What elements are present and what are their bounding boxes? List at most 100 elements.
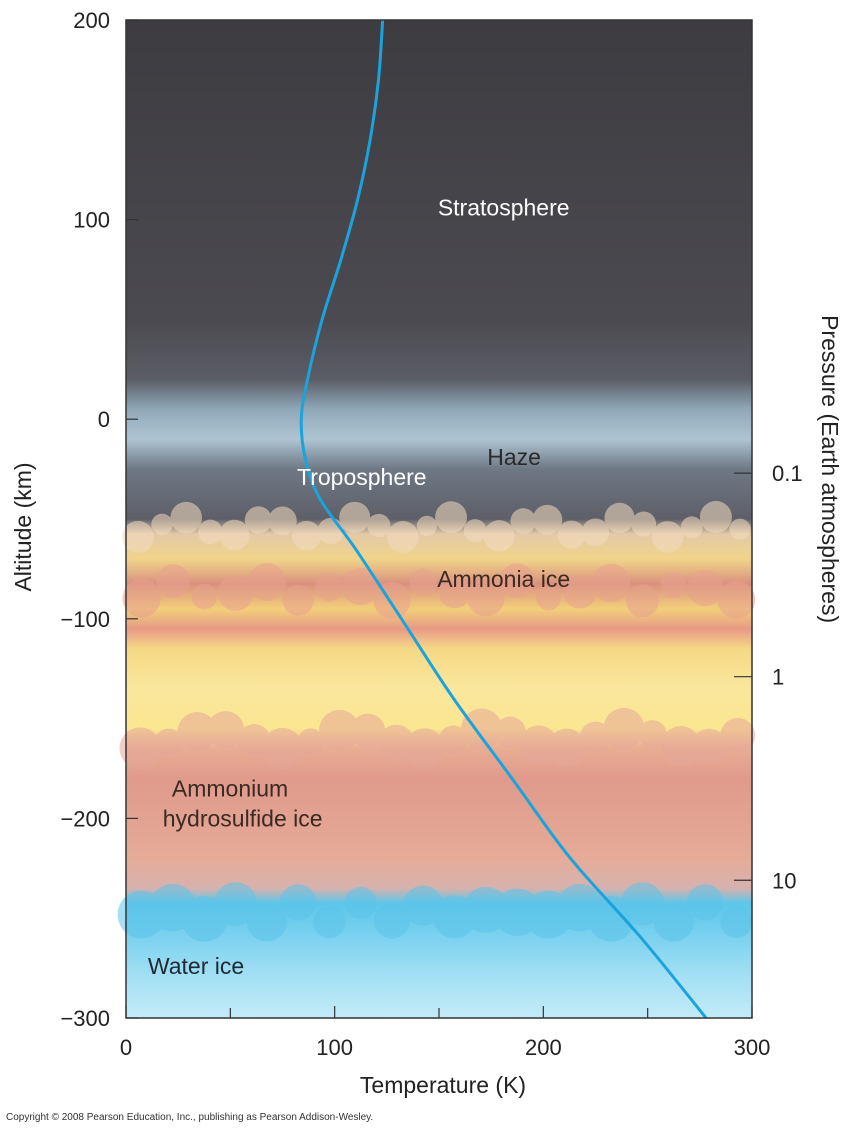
region-label-water-ice: Water ice xyxy=(148,953,244,979)
cloud-puff xyxy=(342,567,380,606)
pressure-tick-label: 10 xyxy=(772,868,796,893)
cloud-puff xyxy=(122,579,161,618)
cloud-puff xyxy=(581,518,610,547)
cloud-puff xyxy=(247,563,286,602)
cloud-puff xyxy=(317,517,344,545)
cloud-puff xyxy=(438,725,468,754)
region-label-ammonium: Ammonium xyxy=(172,775,288,801)
x-tick-label: 100 xyxy=(316,1035,353,1060)
cloud-puff xyxy=(680,516,703,539)
cloud-puff xyxy=(279,884,317,921)
cloud-puff xyxy=(463,519,487,542)
cloud-puff xyxy=(699,501,732,534)
cloud-puff xyxy=(536,585,561,611)
y-axis-title: Altitude (km) xyxy=(10,462,36,591)
cloud-puff xyxy=(170,501,202,534)
cloud-puff xyxy=(386,521,419,553)
cloud-puff xyxy=(729,518,751,540)
cloud-puff xyxy=(651,521,684,553)
y-tick-label: 200 xyxy=(73,8,110,33)
ammonia-cloud-tops xyxy=(122,501,751,553)
cloud-puff xyxy=(217,575,254,611)
cloud-puff xyxy=(638,720,667,749)
temperature-profile-line xyxy=(299,19,708,1019)
cloud-puff xyxy=(156,564,190,598)
cloud-puff xyxy=(373,581,411,619)
cloud-puff xyxy=(660,726,701,767)
cloud-puff xyxy=(653,901,694,942)
y-tick-label: 0 xyxy=(98,407,110,432)
water-cloud-tops xyxy=(117,882,753,942)
cloud-puff xyxy=(686,569,724,607)
cloud-puff xyxy=(373,902,411,939)
cloud-puff xyxy=(720,906,753,939)
region-label-stratosphere: Stratosphere xyxy=(438,195,570,221)
cloud-puff xyxy=(213,882,258,926)
cloud-puff xyxy=(153,728,184,759)
cloud-puff xyxy=(313,906,346,939)
cloud-puff xyxy=(717,580,756,619)
cloud-puff xyxy=(499,563,535,599)
cloud-puff xyxy=(660,572,687,599)
hydrosulfide-cloud-tops xyxy=(119,707,756,770)
cloud-puff xyxy=(519,725,558,764)
x-tick-label: 200 xyxy=(525,1035,562,1060)
pressure-axis-title: Pressure (Earth atmospheres) xyxy=(817,315,843,623)
cloud-puff xyxy=(547,728,587,768)
cloud-puff xyxy=(282,584,314,616)
region-label-ammonia-ice: Ammonia ice xyxy=(437,566,570,592)
y-tick-label: −300 xyxy=(60,1006,110,1031)
cloud-puff xyxy=(404,728,445,769)
cloud-puff xyxy=(246,901,287,942)
cloud-puff xyxy=(319,709,360,751)
y-tick-label: 100 xyxy=(73,208,110,233)
cloud-puff xyxy=(438,576,471,609)
cloud-puff xyxy=(219,519,250,551)
cloud-puff xyxy=(510,508,537,534)
cloud-puff xyxy=(631,511,657,537)
cloud-puff xyxy=(603,707,645,750)
cloud-puff xyxy=(483,520,515,552)
cloud-puff xyxy=(122,520,155,553)
x-axis-title: Temperature (K) xyxy=(360,1072,526,1098)
cloud-puff xyxy=(686,884,724,921)
cloud-puff xyxy=(720,717,756,753)
cloud-puff xyxy=(244,506,273,534)
region-label-hydrosulfide-ice: hydrosulfide ice xyxy=(163,805,323,831)
region-label-haze: Haze xyxy=(487,444,541,470)
cloud-puff xyxy=(261,727,304,770)
x-tick-label: 300 xyxy=(734,1035,771,1060)
cloud-puff xyxy=(620,882,665,926)
cloud-puff xyxy=(466,578,506,617)
cloud-puff xyxy=(367,513,391,538)
cloud-puff xyxy=(532,504,563,535)
cloud-puff xyxy=(557,520,586,549)
pressure-tick-label: 0.1 xyxy=(772,461,803,486)
cloud-puff xyxy=(344,886,377,919)
cloud-puff xyxy=(625,584,659,618)
cloud-puff xyxy=(198,519,223,545)
cloud-puff xyxy=(562,574,597,609)
cloud-puff xyxy=(416,515,438,537)
cloud-puff xyxy=(435,501,468,534)
y-tick-label: −100 xyxy=(60,607,110,632)
x-tick-label: 0 xyxy=(120,1035,132,1060)
cloud-puff xyxy=(339,501,371,533)
cloud-puff xyxy=(604,502,635,533)
copyright-text: Copyright © 2008 Pearson Education, Inc.… xyxy=(6,1112,374,1123)
cloud-puff xyxy=(409,568,438,597)
cloud-puff xyxy=(691,728,728,765)
cloud-puff xyxy=(591,563,631,603)
pressure-tick-label: 1 xyxy=(772,665,784,690)
cloud-puff xyxy=(206,711,245,749)
cloud-puff xyxy=(350,713,386,749)
cloud-puff xyxy=(460,708,503,751)
cloud-puff xyxy=(494,716,527,749)
cloud-puff xyxy=(291,520,322,551)
cloud-puff xyxy=(119,727,162,769)
cloud-puff xyxy=(177,711,217,752)
y-tick-label: −200 xyxy=(60,806,110,831)
cloud-puff xyxy=(191,583,218,610)
cloud-puff xyxy=(268,506,297,536)
